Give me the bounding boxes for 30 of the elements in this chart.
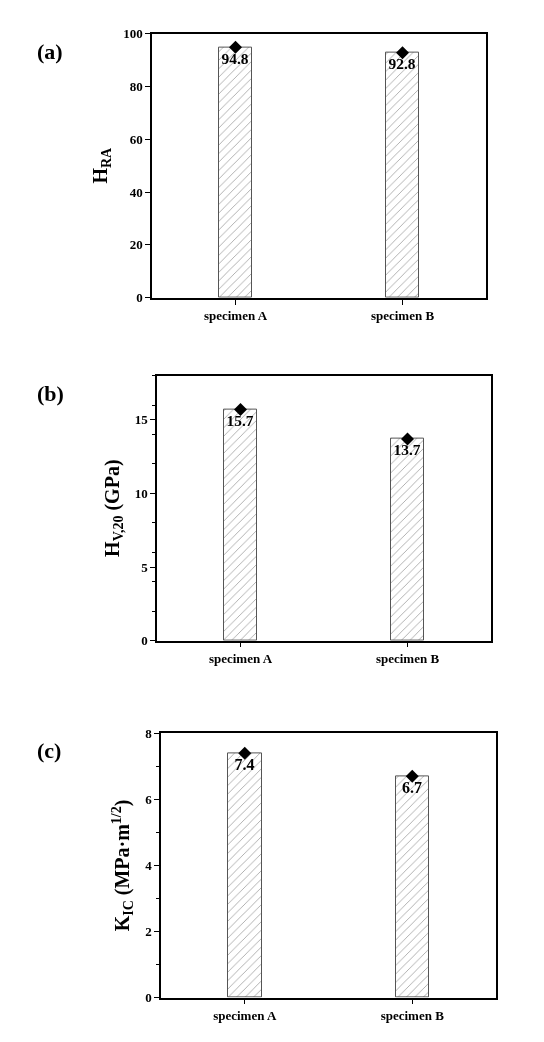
- y-tick-label: 2: [145, 924, 152, 940]
- y-tick-label: 4: [145, 858, 153, 874]
- y-tick-label: 15: [134, 412, 149, 428]
- x-tick-label: specimen A: [208, 651, 273, 667]
- y-tick-label: 10: [134, 486, 148, 501]
- y-tick-label: 100: [123, 26, 143, 42]
- y-tick-label: 6: [145, 791, 153, 807]
- y-tick-label: 40: [129, 184, 143, 200]
- x-tick-label: specimen B: [375, 651, 440, 667]
- data-label: 13.7: [393, 440, 421, 458]
- y-tick-label: 20: [129, 237, 143, 253]
- chart-title: (b): [37, 381, 64, 406]
- y-tick-label: 8: [145, 725, 153, 741]
- x-tick-label: specimen B: [380, 1007, 445, 1023]
- y-tick-label: 0: [136, 290, 143, 306]
- y-tick-label: 0: [145, 990, 152, 1006]
- chart-title: (c): [37, 738, 62, 763]
- x-tick-label: specimen A: [213, 1007, 277, 1023]
- y-tick-label: 5: [141, 559, 149, 575]
- y-tick-label: 60: [129, 131, 143, 147]
- x-tick-label: specimen B: [370, 308, 435, 324]
- y-tick-label: 0: [141, 633, 148, 649]
- y-tick-label: 80: [129, 78, 143, 94]
- chart-title: (a): [37, 39, 63, 64]
- x-tick-label: specimen A: [203, 308, 268, 324]
- data-label: 7.4: [234, 755, 255, 773]
- data-label: 15.7: [226, 411, 254, 429]
- data-label: 6.7: [402, 778, 422, 796]
- data-label: 92.8: [388, 54, 416, 72]
- data-label: 94.8: [221, 49, 249, 67]
